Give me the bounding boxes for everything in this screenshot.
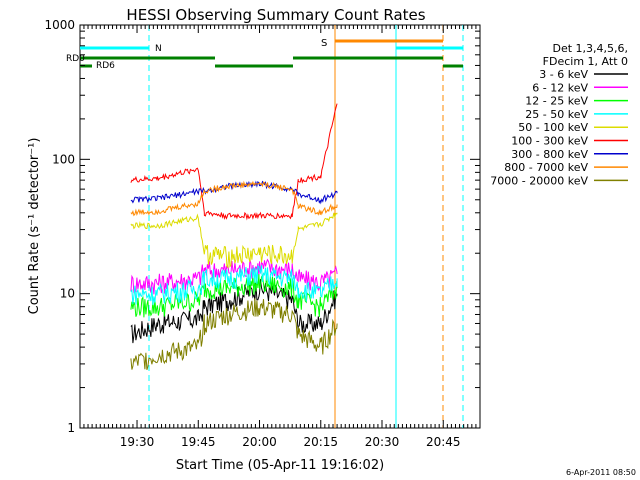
x-axis-label: Start Time (05-Apr-11 19:16:02) <box>176 458 384 473</box>
chart-title: HESSI Observing Summary Count Rates <box>126 6 425 24</box>
series-line-3 <box>130 265 338 306</box>
series-line-5 <box>130 103 338 221</box>
series-line-7 <box>130 180 338 217</box>
x-tick-label: 20:00 <box>242 435 277 449</box>
s-label: S <box>321 38 327 49</box>
series-line-0 <box>130 279 338 344</box>
n-label: N <box>155 44 162 54</box>
legend-label: 25 - 50 keV <box>525 108 588 121</box>
x-axis-ticks: 19:30 19:45 20:00 20:15 20:30 20:45 <box>83 25 481 449</box>
attenuator-bands <box>80 25 464 428</box>
y-tick-label: 100 <box>52 152 75 166</box>
series-line-4 <box>130 212 338 269</box>
y-tick-label: 1000 <box>44 18 75 32</box>
legend-label: 6 - 12 keV <box>532 81 588 94</box>
legend-label: 7000 - 20000 keV <box>490 174 588 187</box>
legend-label: 800 - 7000 keV <box>504 161 588 174</box>
x-tick-label: 20:45 <box>426 435 461 449</box>
series-lines <box>130 103 338 371</box>
legend-header-line2: FDecim 1, Att 0 <box>543 55 628 68</box>
footer-timestamp: 6-Apr-2011 08:50 <box>566 468 636 477</box>
legend-label: 12 - 25 keV <box>525 95 588 108</box>
x-tick-label: 20:30 <box>365 435 400 449</box>
y-tick-label: 10 <box>60 287 75 301</box>
legend-label: 100 - 300 keV <box>511 135 588 148</box>
x-tick-label: 19:45 <box>181 435 216 449</box>
series-line-8 <box>130 298 338 371</box>
y-tick-label: 1 <box>67 421 75 435</box>
y-axis-ticks: 1 10 100 1000 <box>44 18 480 435</box>
y-axis-label: Count Rate (s⁻¹ detector⁻¹) <box>27 138 42 315</box>
legend-header-line1: Det 1,3,4,5,6, <box>552 42 628 55</box>
legend-label: 300 - 800 keV <box>511 148 588 161</box>
plot-frame <box>79 24 481 429</box>
x-tick-label: 19:30 <box>120 435 155 449</box>
rd0-label: RD0 <box>66 54 85 64</box>
x-tick-label: 20:15 <box>303 435 338 449</box>
rd6-label: RD6 <box>96 61 115 71</box>
legend-label: 3 - 6 keV <box>539 68 588 81</box>
legend-label: 50 - 100 keV <box>518 121 588 134</box>
series-line-1 <box>130 258 338 295</box>
